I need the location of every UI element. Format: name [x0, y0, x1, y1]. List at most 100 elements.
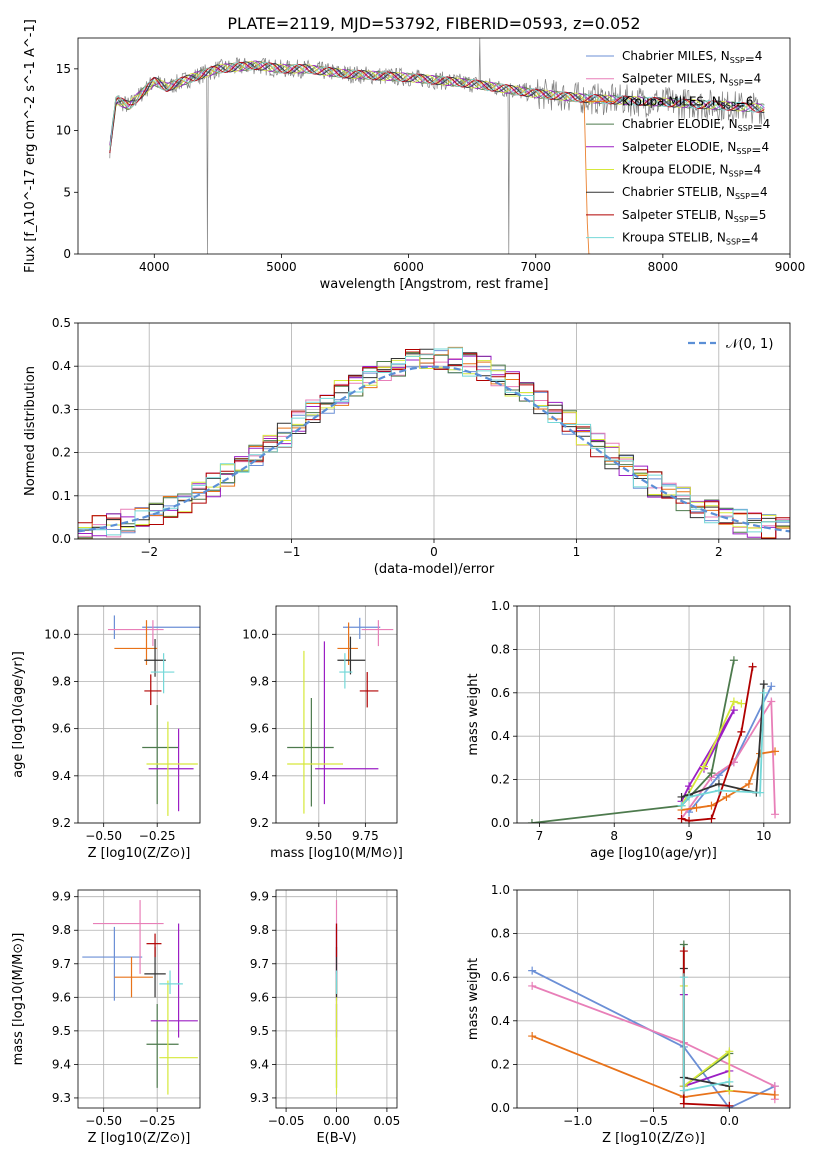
axes-age-vs-mass: 9.50 9.75 9.2 9.4 9.6 9.8 10.0 mass [log10(M/M⊙…: [242, 605, 403, 861]
errorbar-point: [159, 970, 183, 994]
legend-nssp-label: , N: [721, 117, 738, 131]
weight-marker: [677, 792, 686, 801]
y-axis-label: Flux [f_λ10^-17 erg cm^-2 s^-1 A^-1]: [23, 19, 38, 273]
axes-residuals: −2 −1 0 1 2 0.0 0.1 0.2 0.3 0.4 0.5 (data-model)/er…: [23, 316, 791, 577]
weight-marker: [729, 706, 738, 715]
model-line-chabrier-stelib: [109, 61, 765, 153]
weight-marker: [679, 973, 688, 982]
y-tick-label: 0.2: [491, 773, 510, 787]
weight-line-chabrier-miles: [531, 969, 776, 1108]
x-tick-label: 7000: [520, 260, 551, 274]
legend-nssp-value: 4: [763, 117, 771, 131]
legend-eq: =: [753, 120, 763, 134]
x-axis-label: (data-model)/error: [374, 562, 495, 577]
x-tick-label: 8: [610, 829, 618, 843]
legend-model: Salpeter MILES: [622, 72, 712, 86]
legend-model: Chabrier STELIB: [622, 185, 718, 199]
legend-model: Kroupa MILES: [622, 94, 704, 108]
legend-entry: Chabrier ELODIE, NSSP=4: [622, 117, 770, 134]
y-axis-label: mass [log10(M/M⊙)]: [11, 933, 26, 1066]
x-axis-label: Z [log10(Z/Z⊙)]: [88, 1131, 191, 1146]
x-tick-label: 9.50: [305, 829, 332, 843]
legend-nssp-value: 4: [760, 185, 768, 199]
errorbar-point: [146, 721, 198, 816]
weight-marker: [722, 792, 731, 801]
y-tick-label: 0.8: [491, 927, 510, 941]
legend-nssp-label: , N: [712, 72, 729, 86]
y-tick-label: 1.0: [491, 599, 510, 613]
axes-frame: [516, 889, 791, 1109]
y-axis-label: mass weight: [466, 673, 481, 755]
x-tick-label: −0.05: [268, 1114, 305, 1128]
legend-nssp-sub: SSP: [729, 79, 744, 88]
legend-entry: 𝒩(0, 1): [726, 337, 773, 352]
legend-nssp-value: 4: [761, 140, 769, 154]
x-tick-label: −2: [140, 545, 158, 559]
weight-marker: [528, 966, 537, 975]
legend-nssp-label: , N: [720, 140, 737, 154]
x-axis-label: wavelength [Angstrom, rest frame]: [320, 277, 549, 292]
y-tick-label: 9.5: [52, 1024, 71, 1038]
x-tick-label: 8000: [648, 260, 679, 274]
model-line-kroupa-stelib: [109, 61, 765, 150]
axes-frame: [516, 605, 791, 824]
y-tick-label: 0.6: [491, 970, 510, 984]
x-tick-label: −0.25: [139, 1114, 176, 1128]
y-tick-label: 0.5: [52, 316, 71, 330]
axes-weight-vs-z: −1.0 −0.5 0.0 0.0 0.2 0.4 0.6 0.8 1.0 Z [log10(Z/…: [466, 883, 791, 1146]
y-tick-label: 9.6: [250, 990, 269, 1004]
legend-eq: =: [744, 75, 754, 89]
y-tick-label: 9.7: [52, 957, 71, 971]
legend-nssp-sub: SSP: [738, 124, 753, 133]
legend-model: Chabrier ELODIE: [622, 117, 721, 131]
x-tick-label: −0.50: [85, 829, 122, 843]
plot-area: [107, 615, 200, 816]
legend-entry: Kroupa STELIB, NSSP=4: [622, 231, 759, 248]
weight-marker: [679, 1099, 688, 1108]
x-tick-label: −0.5: [639, 1114, 668, 1128]
errorbar-point: [113, 615, 200, 640]
legend-nssp-sub: SSP: [721, 101, 736, 110]
x-tick-label: 9000: [775, 260, 806, 274]
legend-nssp-value: 5: [759, 208, 767, 222]
weight-line-chabrier-elodie: [531, 660, 735, 823]
y-tick-label: 10: [56, 124, 71, 138]
x-tick-label: 9.75: [352, 829, 379, 843]
y-tick-label: 9.2: [250, 816, 269, 830]
weight-marker: [725, 1101, 734, 1108]
errorbar-point: [150, 923, 198, 1038]
legend-eq: =: [736, 97, 746, 111]
errorbar-point: [343, 617, 381, 640]
plot-area: [527, 656, 780, 823]
weight-marker: [756, 788, 765, 797]
x-tick-label: 7: [536, 829, 544, 843]
errorbar-point: [107, 620, 164, 647]
weight-marker: [748, 662, 757, 671]
weight-marker: [744, 779, 753, 788]
weight-marker: [771, 810, 780, 819]
legend-nssp-sub: SSP: [726, 238, 741, 247]
legend-nssp-sub: SSP: [734, 215, 749, 224]
legend-eq: =: [750, 188, 760, 202]
y-tick-label: 0.1: [52, 489, 71, 503]
x-tick-label: 0.00: [323, 1114, 350, 1128]
x-tick-label: −1.0: [563, 1114, 592, 1128]
legend-entry: Chabrier MILES, NSSP=4: [622, 49, 762, 66]
axes-mass-vs-ebv: −0.05 0.00 0.05 9.3 9.4 9.5 9.6 9.7 9.8 9.9 E(B-V): [250, 889, 400, 1146]
y-axis-label: Normed distribution: [23, 366, 38, 496]
legend-nssp-label: , N: [718, 185, 735, 199]
legend-eq: =: [741, 234, 751, 248]
weight-marker: [759, 680, 768, 689]
errorbar-point: [287, 650, 344, 814]
x-tick-label: −0.50: [85, 1114, 122, 1128]
axes-age-vs-z: −0.50 −0.25 9.2 9.4 9.6 9.8 10.0 Z [log10(Z/Z⊙)…: [11, 605, 201, 861]
observed-spectrum-line: [109, 38, 765, 254]
axes-spectrum: 4000 5000 6000 7000 8000 9000 0 5 10 15 wavelength…: [23, 19, 805, 292]
legend-entry: Kroupa ELODIE, NSSP=4: [622, 163, 761, 180]
plot-area: [528, 940, 779, 1108]
legend-nssp-sub: SSP: [735, 192, 750, 201]
legend-model: Kroupa STELIB: [622, 231, 709, 245]
y-tick-label: 10.0: [242, 627, 269, 641]
